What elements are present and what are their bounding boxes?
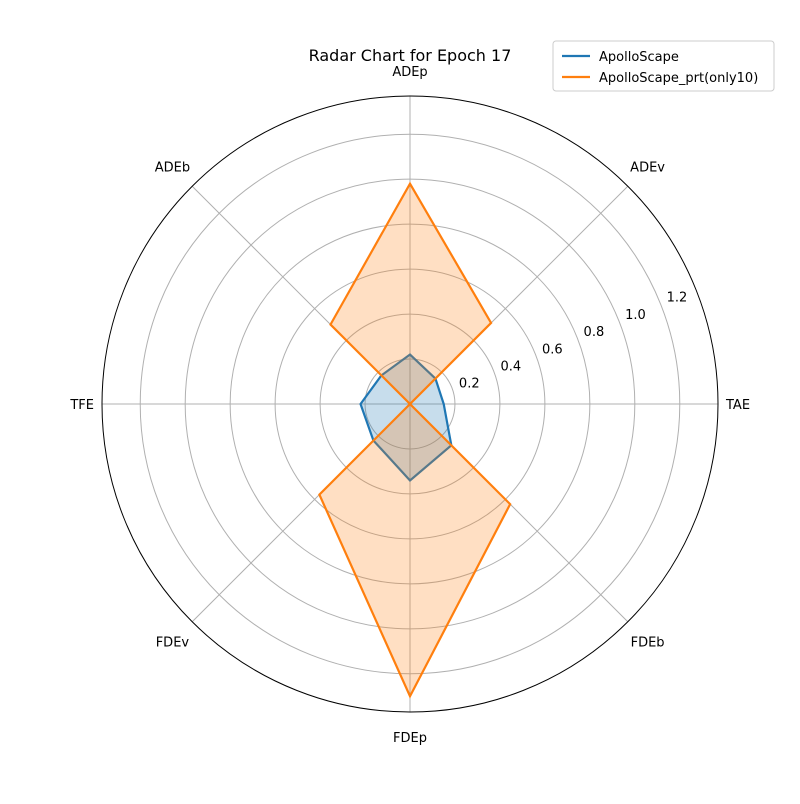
radial-tick-label: 0.4 bbox=[500, 360, 521, 375]
axis-label-TFE: TFE bbox=[69, 398, 94, 413]
axis-label-ADEp: ADEp bbox=[392, 65, 427, 80]
series-line-0 bbox=[359, 353, 453, 482]
radial-tick-label: 1.2 bbox=[667, 291, 688, 306]
axis-label-FDEv: FDEv bbox=[156, 636, 190, 651]
legend-label-0: ApolloScape bbox=[599, 50, 679, 65]
legend: ApolloScape ApolloScape_prt(only10) bbox=[552, 40, 775, 92]
label-layer: 0.2 0.4 0.6 0.8 1.0 1.2 ADEp ADEv TAE FDEb FDEp FDE… bbox=[69, 65, 750, 746]
radial-tick-label: 1.0 bbox=[625, 308, 646, 323]
series-layer bbox=[318, 181, 512, 699]
outer-frame-circle bbox=[101, 95, 719, 713]
legend-label-1: ApolloScape_prt(only10) bbox=[599, 71, 758, 86]
axis-label-FDEp: FDEp bbox=[393, 731, 427, 746]
radial-tick-label: 0.2 bbox=[459, 377, 480, 392]
series-fill-1 bbox=[319, 183, 511, 697]
legend-box bbox=[552, 40, 775, 92]
chart-title: Radar Chart for Epoch 17 bbox=[309, 46, 512, 65]
axis-label-FDEb: FDEb bbox=[631, 636, 665, 651]
axis-label-ADEb: ADEb bbox=[155, 160, 190, 175]
axis-label-TAE: TAE bbox=[725, 398, 750, 413]
series-line-1 bbox=[318, 181, 512, 699]
radial-tick-label: 0.6 bbox=[542, 342, 563, 357]
radial-tick-label: 0.8 bbox=[584, 325, 605, 340]
axis-label-ADEv: ADEv bbox=[630, 160, 665, 175]
